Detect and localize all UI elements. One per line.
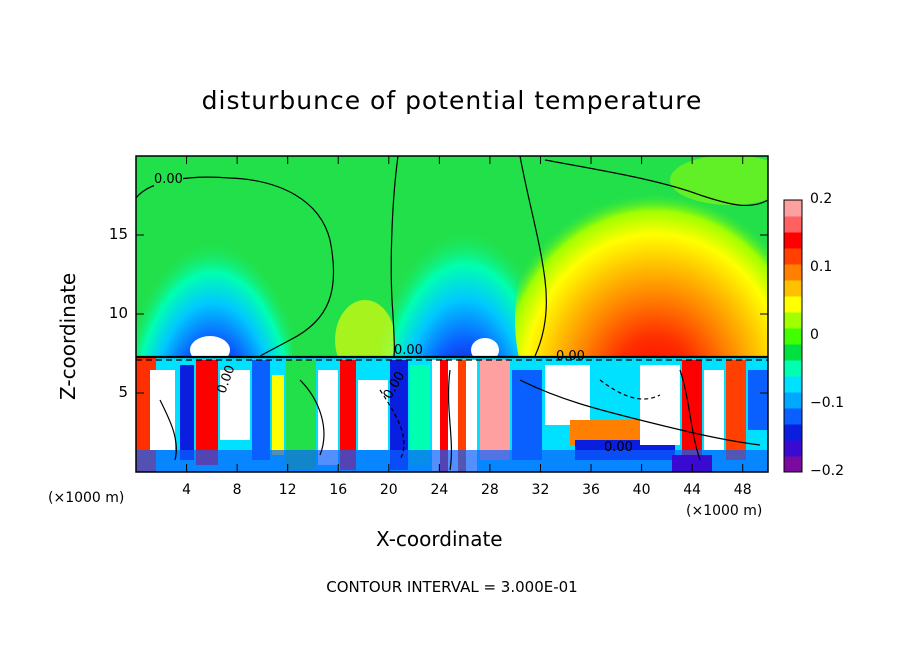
x-tick-label: 4 [182, 482, 192, 498]
colorbar-swatch [784, 440, 802, 457]
colorbar-swatch [784, 424, 802, 441]
x-tick-label: 48 [733, 482, 752, 498]
colorbar-swatch [784, 248, 802, 265]
contour-interval-note: CONTOUR INTERVAL = 3.000E-01 [326, 578, 578, 596]
contour-label: 0.00 [604, 440, 633, 455]
heatmap-field [136, 156, 768, 472]
colorbar-swatch [784, 376, 802, 393]
contour-label: 0.00 [394, 343, 423, 358]
x-tick-label: 36 [582, 482, 600, 498]
colorbar-swatch [784, 408, 802, 425]
colorbar-tick-label: −0.2 [810, 463, 844, 479]
colorbar-swatch [784, 360, 802, 377]
x-tick-label: 20 [379, 482, 398, 498]
colorbar-swatch [784, 216, 802, 233]
colorbar-swatch [784, 344, 802, 361]
colorbar-swatch [784, 200, 802, 217]
contour-label: 0.00 [556, 349, 585, 364]
contour-label: 0.00 [154, 172, 183, 187]
x-tick-label: 24 [430, 482, 449, 498]
x-tick-label: 12 [278, 482, 297, 498]
colorbar-swatch [784, 456, 802, 473]
x-tick-label: 16 [329, 482, 348, 498]
contour-lines [136, 156, 768, 471]
x-unit-label-left: (×1000 m) [48, 490, 125, 506]
colorbar-swatch [784, 280, 802, 297]
x-tick-label: 44 [683, 482, 702, 498]
y-ticks [136, 234, 768, 394]
x-tick-label: 28 [480, 482, 499, 498]
colorbar-swatch [784, 296, 802, 313]
x-ticks [186, 156, 744, 472]
colorbar-swatch [784, 312, 802, 329]
y-tick-label: 5 [118, 383, 128, 401]
colorbar-swatch [784, 264, 802, 281]
colorbar-swatch [784, 232, 802, 249]
x-unit-label-right: (×1000 m) [686, 503, 763, 519]
colorbar-swatch [784, 392, 802, 409]
y-tick-label: 10 [108, 304, 128, 322]
colorbar-swatch [784, 328, 802, 345]
y-axis-label: Z-coordinate [56, 272, 80, 400]
lower-layer [136, 358, 768, 472]
colorbar-tick-label: 0 [810, 327, 819, 343]
colorbar-tick-label: −0.1 [810, 395, 844, 411]
x-tick-label: 8 [232, 482, 242, 498]
colorbar-tick-label: 0.2 [810, 191, 833, 207]
colorbar-tick-label: 0.1 [810, 259, 833, 275]
chart-title: disturbunce of potential temperature [201, 86, 703, 115]
colorbar [783, 199, 803, 473]
colorbar-frame [783, 199, 803, 473]
y-tick-label: 15 [108, 225, 128, 243]
x-tick-label: 40 [632, 482, 651, 498]
x-tick-label: 32 [531, 482, 550, 498]
x-axis-label: X-coordinate [376, 527, 503, 551]
